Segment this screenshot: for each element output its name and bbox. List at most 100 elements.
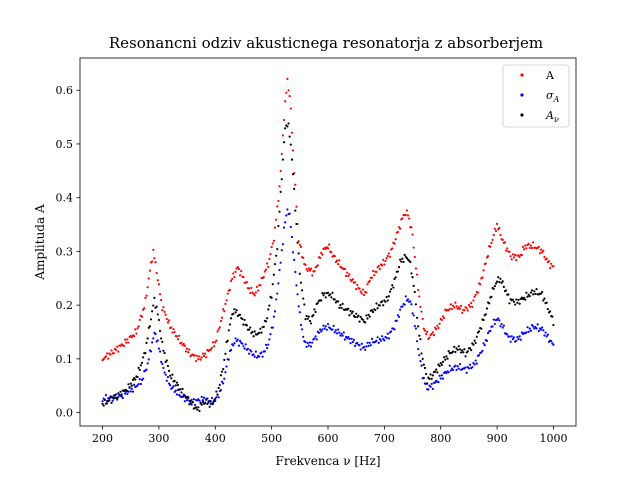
data-point <box>191 400 194 404</box>
x-tick-label: 800 <box>430 432 451 445</box>
data-point <box>333 331 336 334</box>
data-point <box>120 395 123 398</box>
data-point <box>195 406 198 409</box>
data-point <box>511 253 514 256</box>
data-point <box>288 95 291 98</box>
data-point <box>440 363 443 367</box>
data-point <box>302 256 305 259</box>
data-point <box>262 275 265 279</box>
data-point <box>138 378 141 381</box>
data-point <box>290 235 294 239</box>
data-point <box>435 328 438 331</box>
data-point <box>395 319 398 322</box>
data-point <box>139 364 142 367</box>
data-point <box>266 317 269 320</box>
data-point <box>424 372 428 376</box>
data-point <box>181 387 184 390</box>
data-point <box>161 309 164 312</box>
data-point <box>223 310 226 313</box>
data-point <box>324 325 327 328</box>
data-point <box>349 309 352 313</box>
data-point <box>281 158 285 161</box>
data-point <box>388 290 392 293</box>
data-point <box>165 379 168 382</box>
data-point <box>101 400 104 403</box>
data-point <box>528 246 531 250</box>
data-point <box>325 328 328 331</box>
data-point <box>525 331 528 334</box>
data-point <box>261 355 264 358</box>
data-point <box>313 337 316 340</box>
data-point <box>399 308 402 311</box>
data-point <box>347 307 350 310</box>
data-point <box>171 373 174 376</box>
data-point <box>253 355 256 358</box>
data-point <box>225 299 228 302</box>
data-point <box>403 303 406 306</box>
data-point <box>514 253 517 257</box>
data-point <box>417 288 420 292</box>
data-point <box>495 222 499 225</box>
data-point <box>213 345 216 348</box>
data-point <box>163 371 166 374</box>
data-point <box>134 378 137 381</box>
x-axis-label: Frekvenca ν [Hz] <box>276 454 381 468</box>
data-point <box>417 347 420 351</box>
data-point <box>147 358 150 361</box>
data-point <box>291 251 295 254</box>
data-point <box>322 324 325 327</box>
data-point <box>533 290 536 293</box>
data-point <box>355 312 358 315</box>
data-point <box>447 371 450 374</box>
data-point <box>241 317 244 321</box>
data-point <box>422 363 425 366</box>
data-point <box>532 325 535 328</box>
data-point <box>410 226 413 229</box>
data-point <box>321 328 324 331</box>
data-point <box>252 335 255 338</box>
data-point <box>484 262 487 265</box>
data-point <box>529 329 533 332</box>
data-point <box>183 400 186 403</box>
data-point <box>137 382 140 386</box>
data-point <box>109 396 112 399</box>
data-point <box>320 299 323 302</box>
data-point <box>133 376 136 380</box>
data-point <box>466 309 469 312</box>
data-point <box>378 268 381 271</box>
data-point <box>353 315 357 319</box>
data-point <box>268 338 271 341</box>
data-point <box>384 259 387 263</box>
data-point <box>467 303 471 307</box>
data-point <box>455 368 458 371</box>
data-point <box>269 333 272 336</box>
data-point <box>247 328 251 331</box>
data-point <box>222 382 225 385</box>
data-point <box>149 318 153 321</box>
data-point <box>180 391 183 394</box>
data-point <box>375 270 378 273</box>
data-point <box>313 270 316 273</box>
data-point <box>145 294 148 297</box>
data-point <box>371 310 375 314</box>
data-point <box>443 356 446 359</box>
data-point <box>339 334 342 337</box>
data-point <box>224 371 227 374</box>
data-point <box>506 247 509 250</box>
data-point <box>316 301 319 304</box>
x-axis: 200 300 400 500 600 700 800 900 1000 <box>92 426 567 445</box>
data-point <box>526 295 529 298</box>
data-point <box>142 377 145 380</box>
data-point <box>385 257 388 260</box>
data-point <box>332 324 335 327</box>
data-point <box>414 303 418 306</box>
data-point <box>272 273 275 276</box>
data-point <box>550 339 553 343</box>
data-point <box>539 292 543 295</box>
data-point <box>402 260 405 264</box>
data-point <box>415 340 419 343</box>
data-point <box>337 263 340 266</box>
data-point <box>300 289 304 292</box>
data-point <box>518 255 521 259</box>
data-point <box>443 316 446 320</box>
